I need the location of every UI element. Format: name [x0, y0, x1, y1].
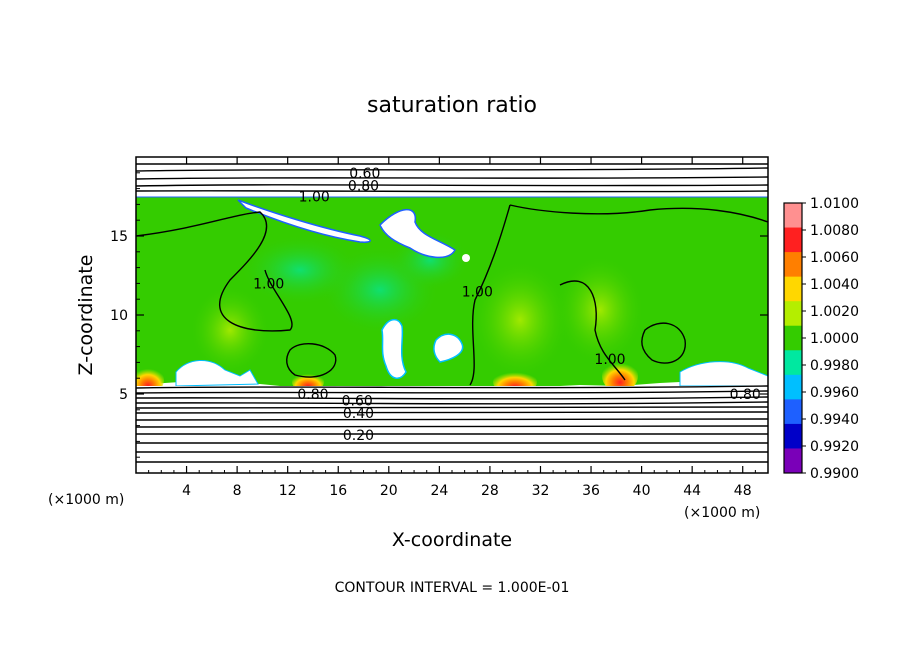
colorbar-label: 0.9960: [810, 385, 859, 401]
x-tick-label: 28: [481, 483, 499, 499]
y-axis-label: Z-coordinate: [75, 255, 97, 376]
contour-label: 0.60: [349, 166, 380, 182]
x-tick-label: 36: [582, 483, 600, 499]
colorbar-label: 0.9900: [810, 466, 859, 482]
contour-label: 1.00: [299, 190, 330, 206]
colorbar-label: 0.9980: [810, 358, 859, 374]
x-tick-label: 24: [430, 483, 448, 499]
colorbar-swatch: [784, 301, 802, 327]
colorbar-label: 0.9920: [810, 439, 859, 455]
contour-label: 0.40: [343, 406, 374, 422]
colorbar-swatch: [784, 399, 802, 425]
contour-interval-note: CONTOUR INTERVAL = 1.000E-01: [335, 580, 570, 596]
contour-label: 1.00: [594, 352, 625, 368]
y-tick-label: 15: [110, 229, 128, 245]
colorbar-swatch: [784, 252, 802, 278]
contour-label: 1.00: [253, 276, 284, 292]
colorbar-label: 0.9940: [810, 412, 859, 428]
contour-label: 0.60: [342, 393, 373, 409]
plot-field: [136, 157, 768, 473]
x-axis-label: X-coordinate: [392, 529, 512, 551]
x-tick-label: 4: [182, 483, 191, 499]
y-axis: 5 10 15: [110, 172, 768, 458]
colorbar-label: 1.0100: [810, 196, 859, 212]
contour-lines: [136, 163, 768, 463]
x-tick-label: 16: [329, 483, 347, 499]
contour-label: 0.80: [348, 178, 379, 194]
contour-label: 0.80: [730, 387, 761, 403]
colorbar-swatch: [784, 276, 802, 302]
colorbar-swatch: [784, 325, 802, 351]
colorbar-label: 1.0040: [810, 277, 859, 293]
colorbar-swatch: [784, 374, 802, 400]
colorbar: 1.0100 1.0080 1.0060 1.0040 1.0020 1.0000 0.99…: [783, 196, 859, 482]
x-tick-label: 44: [683, 483, 701, 499]
colorbar-label: 1.0020: [810, 304, 859, 320]
colorbar-swatch: [784, 448, 802, 474]
x-tick-label: 8: [233, 483, 242, 499]
x-axis: 4 8 12 16 20 24 28 32 36 40 44 48: [148, 157, 756, 499]
y-tick-label: 10: [110, 308, 128, 324]
colorbar-label: 1.0000: [810, 331, 859, 347]
y-tick-label: 5: [119, 387, 128, 403]
contour-label: 0.80: [297, 387, 328, 403]
x-tick-label: 12: [279, 483, 297, 499]
x-tick-label: 48: [734, 483, 752, 499]
colorbar-swatch: [784, 423, 802, 449]
colorbar-swatch: [784, 227, 802, 253]
chart-title: saturation ratio: [367, 93, 537, 118]
colorbar-swatch: [784, 350, 802, 376]
colorbar-label: 1.0060: [810, 250, 859, 266]
colorbar-label: 1.0080: [810, 223, 859, 239]
x-unit-left: (×1000 m): [48, 492, 124, 508]
contour-label: 0.20: [343, 428, 374, 444]
contour-labels: 0.600.801.001.00 1.001.000.80 0.600.400.20…: [253, 166, 761, 444]
colorbar-swatch: [784, 203, 802, 229]
x-unit-right: (×1000 m): [684, 505, 760, 521]
x-tick-label: 32: [532, 483, 550, 499]
x-tick-label: 20: [380, 483, 398, 499]
x-tick-label: 40: [633, 483, 651, 499]
contour-label: 1.00: [462, 284, 493, 300]
